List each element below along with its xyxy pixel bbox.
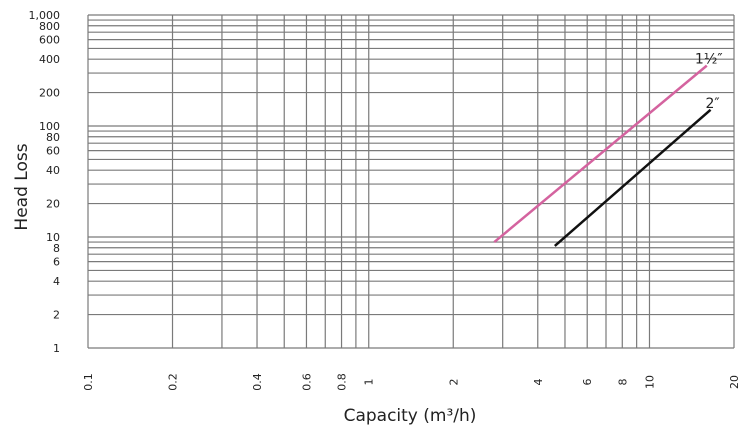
y-axis-title: Head Loss	[12, 143, 32, 230]
y-tick-label: 60	[46, 145, 60, 158]
y-tick-label: 1,000	[29, 9, 61, 22]
x-tick-label: 6	[581, 379, 594, 386]
y-tick-label: 80	[46, 131, 60, 144]
x-tick-label: 10	[643, 375, 656, 389]
x-tick-label: 0.4	[251, 373, 264, 391]
y-tick-label: 10	[46, 231, 60, 244]
x-tick-label: 0.1	[82, 373, 95, 391]
x-tick-label: 4	[532, 379, 545, 386]
x-tick-label: 0.2	[167, 373, 180, 391]
series-line	[553, 108, 712, 247]
x-tick-label: 0.6	[300, 373, 313, 391]
x-axis-title: Capacity (m³/h)	[344, 406, 477, 426]
y-tick-label: 200	[39, 87, 60, 100]
y-tick-label: 8	[53, 242, 60, 255]
y-tick-label: 1	[53, 342, 60, 355]
x-tick-label: 2	[447, 379, 460, 386]
x-tick-label: 20	[728, 375, 741, 389]
x-tick-label: 8	[616, 379, 629, 386]
y-tick-label: 400	[39, 53, 60, 66]
y-tick-label: 40	[46, 164, 60, 177]
grid	[87, 14, 735, 349]
series-lines: 1½″ 2″	[493, 52, 723, 247]
y-tick-label: 4	[53, 275, 60, 288]
y-tick-label: 20	[46, 198, 60, 211]
x-tick-label: 0.8	[336, 373, 349, 391]
y-tick-label: 6	[53, 256, 60, 269]
series-label: 1½″	[695, 52, 723, 68]
y-tick-label: 100	[39, 120, 60, 133]
series-label: 2″	[705, 96, 719, 112]
y-tick-label: 800	[39, 20, 60, 33]
y-tick-label: 600	[39, 34, 60, 47]
x-tick-label: 1	[363, 379, 376, 386]
y-tick-label: 2	[53, 309, 60, 322]
series-line	[493, 64, 708, 244]
